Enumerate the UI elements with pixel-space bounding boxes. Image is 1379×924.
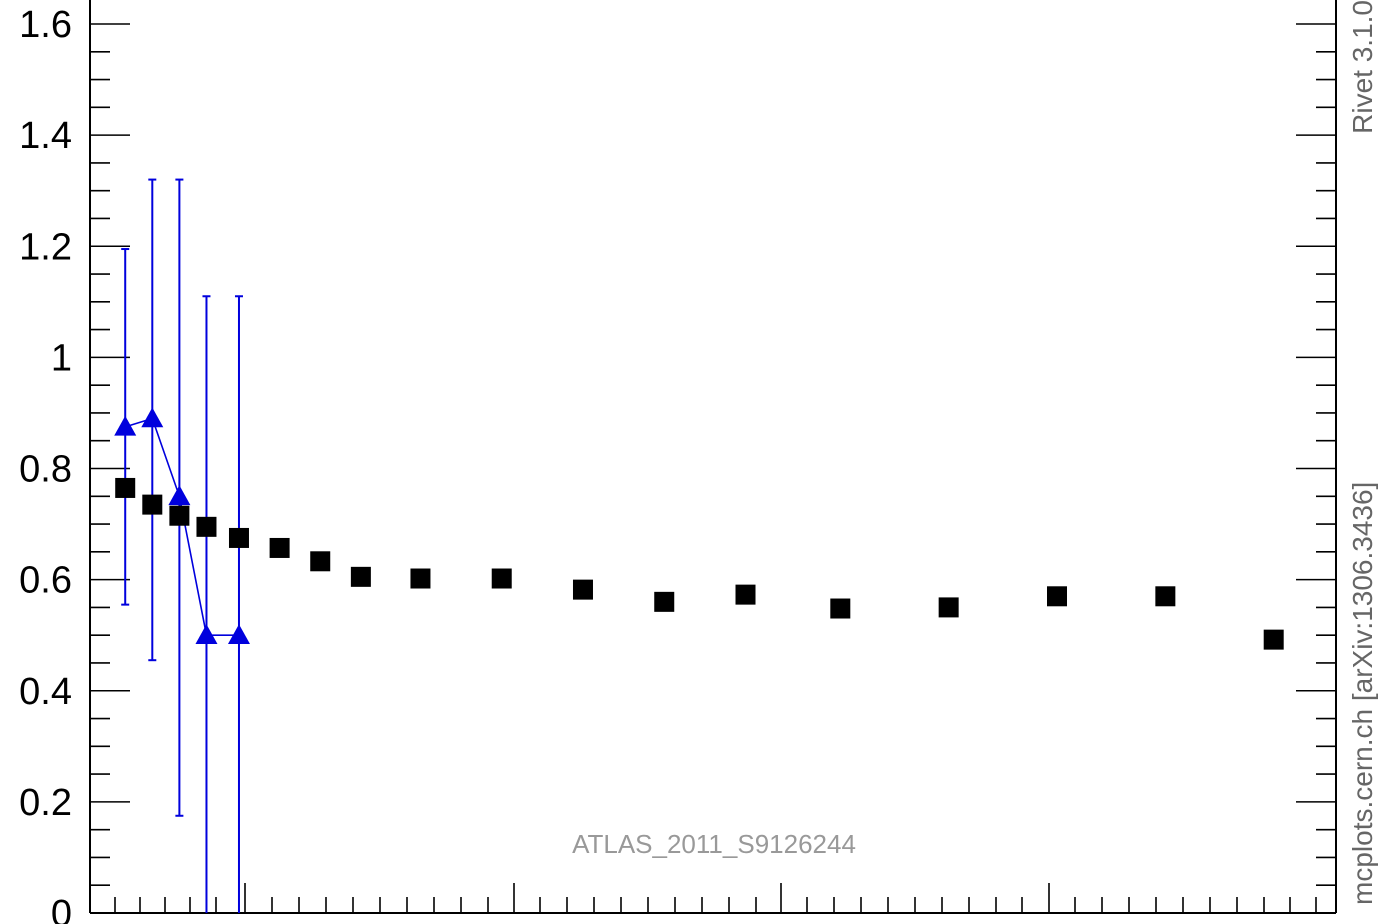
data-point	[1263, 629, 1284, 650]
y-tick-label: 1.2	[19, 226, 72, 268]
rivet-version-label: Rivet 3.1.0	[1347, 0, 1378, 134]
data-point	[1047, 586, 1068, 607]
data-point	[228, 527, 249, 548]
data-point	[310, 551, 331, 572]
data-point	[350, 566, 371, 587]
data-point	[115, 477, 136, 498]
y-tick-label: 1.4	[19, 115, 72, 157]
mc-point	[141, 407, 164, 428]
data-point	[169, 505, 190, 526]
data-point	[830, 598, 851, 619]
mc-series	[114, 178, 250, 913]
plot-frame	[89, 0, 1337, 914]
mc-point	[114, 415, 137, 436]
mcplots-source-label: mcplots.cern.ch [arXiv:1306.3436]	[1347, 482, 1378, 905]
data-point	[196, 516, 217, 537]
data-point	[654, 591, 675, 612]
mc-point	[227, 624, 250, 644]
data-point	[491, 568, 512, 589]
y-tick-label: 0.8	[19, 449, 72, 491]
data-series	[115, 477, 1284, 650]
y-tick-label: 0.2	[19, 782, 72, 824]
data-point	[410, 568, 431, 589]
y-axis-tick-labels: 0 0.2 0.4 0.6 0.8 1 1.2 1.4 1.6	[19, 4, 72, 924]
y-tick-label: 1.6	[19, 4, 72, 46]
data-point	[269, 537, 290, 558]
y-tick-label: 1	[51, 337, 72, 379]
x-axis-ticks	[114, 883, 1317, 913]
analysis-label: ATLAS_2011_S9126244	[572, 829, 856, 859]
y-tick-label: 0	[51, 893, 72, 924]
y-tick-label: 0.6	[19, 560, 72, 602]
mc-point	[168, 485, 191, 506]
y-axis-ticks	[90, 23, 1336, 914]
mc-point	[195, 624, 218, 644]
data-point	[572, 579, 593, 600]
y-tick-label: 0.4	[19, 671, 72, 713]
data-point	[1155, 586, 1176, 607]
mc-series-line	[124, 417, 239, 636]
data-point	[735, 584, 756, 605]
data-point	[938, 597, 959, 618]
data-point	[142, 494, 163, 515]
